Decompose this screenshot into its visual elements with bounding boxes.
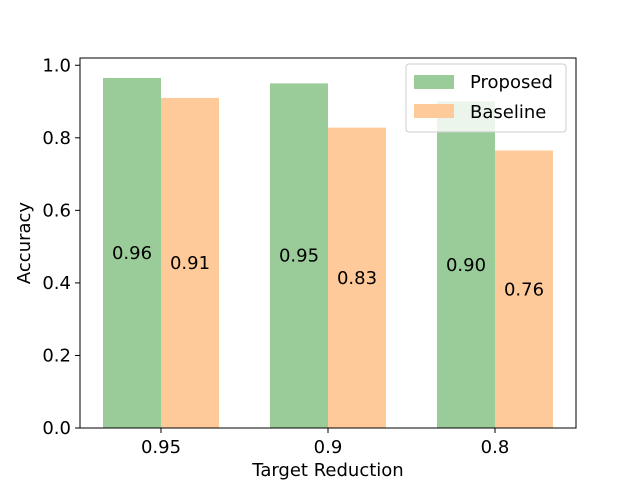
bar-label-baseline-0: 0.91 <box>170 253 210 274</box>
y-tick-label-3: 0.6 <box>42 200 71 221</box>
x-tick-label-1: 0.9 <box>314 437 343 458</box>
legend-swatch-baseline <box>414 104 454 118</box>
bar-proposed-0 <box>103 77 161 428</box>
y-tick-label-1: 0.2 <box>42 345 71 366</box>
x-tick-label-0: 0.95 <box>141 437 181 458</box>
legend-swatch-proposed <box>414 75 454 89</box>
x-tick-label-2: 0.8 <box>481 437 510 458</box>
y-axis: 0.0 0.2 0.4 0.6 0.8 1.0 <box>42 55 80 439</box>
bars-group <box>103 77 553 429</box>
bar-labels-group: 0.96 0.95 0.90 0.91 0.83 0.76 <box>112 243 544 300</box>
bar-proposed-2 <box>437 101 495 428</box>
y-tick-label-5: 1.0 <box>42 55 71 76</box>
bar-baseline-2 <box>495 150 553 428</box>
bar-label-proposed-2: 0.90 <box>446 255 486 276</box>
bar-proposed-1 <box>270 83 328 429</box>
bar-label-baseline-2: 0.76 <box>504 279 544 300</box>
y-tick-label-0: 0.0 <box>42 418 71 439</box>
x-axis: 0.95 0.9 0.8 <box>141 428 509 458</box>
legend-label-baseline: Baseline <box>470 102 546 123</box>
bar-label-baseline-1: 0.83 <box>337 268 377 289</box>
x-axis-label: Target Reduction <box>251 460 403 480</box>
bar-label-proposed-1: 0.95 <box>279 246 319 267</box>
legend-label-proposed: Proposed <box>470 72 553 93</box>
y-tick-label-2: 0.4 <box>42 273 71 294</box>
y-axis-label: Accuracy <box>14 202 35 285</box>
bar-label-proposed-0: 0.96 <box>112 243 152 264</box>
bar-baseline-0 <box>161 97 219 428</box>
y-tick-label-4: 0.8 <box>42 128 71 149</box>
bar-baseline-1 <box>328 127 386 428</box>
legend: Proposed Baseline <box>405 63 567 133</box>
